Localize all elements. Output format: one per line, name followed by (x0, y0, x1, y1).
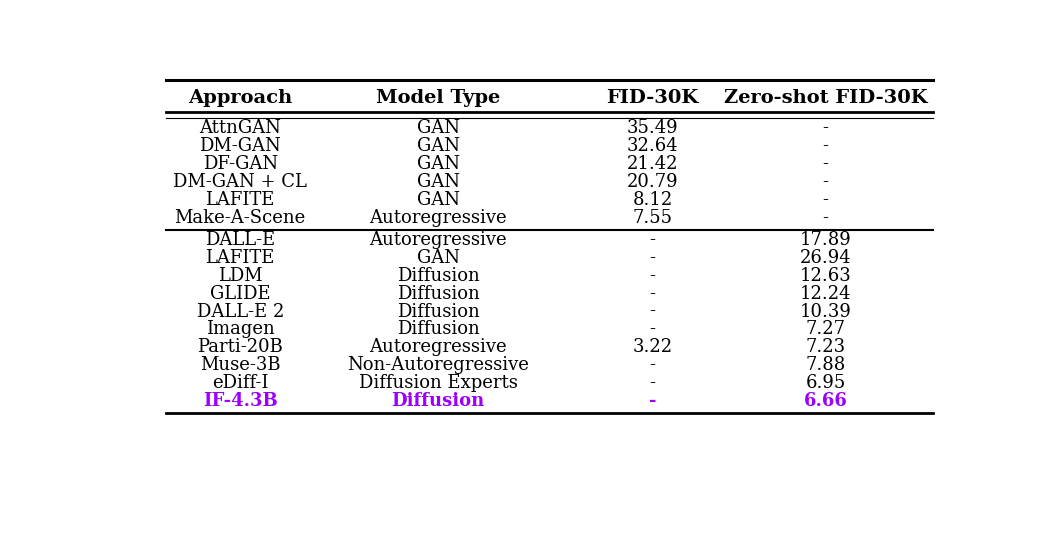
Text: Diffusion: Diffusion (392, 392, 485, 410)
Text: DALL-E: DALL-E (205, 231, 276, 249)
Text: Diffusion: Diffusion (397, 320, 480, 338)
Text: AttnGAN: AttnGAN (199, 119, 281, 138)
Text: GLIDE: GLIDE (210, 285, 270, 302)
Text: GAN: GAN (417, 156, 460, 173)
Text: Diffusion: Diffusion (397, 267, 480, 285)
Text: Parti-20B: Parti-20B (197, 338, 283, 357)
Text: GAN: GAN (417, 191, 460, 209)
Text: 7.55: 7.55 (632, 209, 672, 227)
Text: LAFITE: LAFITE (205, 249, 275, 267)
Text: -: - (649, 356, 655, 375)
Text: Muse-3B: Muse-3B (200, 356, 281, 375)
Text: 6.66: 6.66 (803, 392, 848, 410)
Text: GAN: GAN (417, 249, 460, 267)
Text: 7.23: 7.23 (805, 338, 846, 357)
Text: -: - (822, 156, 829, 173)
Text: 7.27: 7.27 (805, 320, 846, 338)
Text: GAN: GAN (417, 173, 460, 191)
Text: Diffusion: Diffusion (397, 302, 480, 320)
Text: -: - (822, 209, 829, 227)
Text: -: - (649, 392, 656, 410)
Text: 20.79: 20.79 (627, 173, 679, 191)
Text: LAFITE: LAFITE (205, 191, 275, 209)
Text: 21.42: 21.42 (627, 156, 678, 173)
Text: 32.64: 32.64 (627, 138, 679, 156)
Text: 7.88: 7.88 (805, 356, 846, 375)
Text: FID-30K: FID-30K (606, 89, 699, 107)
Text: -: - (822, 191, 829, 209)
Text: GAN: GAN (417, 119, 460, 138)
Text: 12.63: 12.63 (800, 267, 851, 285)
Text: DM-GAN + CL: DM-GAN + CL (173, 173, 307, 191)
Text: -: - (822, 119, 829, 138)
Text: -: - (649, 302, 655, 320)
Text: 6.95: 6.95 (805, 375, 846, 392)
Text: eDiff-I: eDiff-I (212, 375, 268, 392)
Text: -: - (822, 138, 829, 156)
Text: DF-GAN: DF-GAN (202, 156, 278, 173)
Text: -: - (649, 249, 655, 267)
Text: -: - (649, 285, 655, 302)
Text: Diffusion Experts: Diffusion Experts (359, 375, 517, 392)
Text: -: - (649, 375, 655, 392)
Text: LDM: LDM (218, 267, 263, 285)
Text: GAN: GAN (417, 138, 460, 156)
Text: 17.89: 17.89 (800, 231, 851, 249)
Text: 35.49: 35.49 (627, 119, 679, 138)
Text: Make-A-Scene: Make-A-Scene (174, 209, 305, 227)
Text: 10.39: 10.39 (800, 302, 851, 320)
Text: DM-GAN: DM-GAN (199, 138, 281, 156)
Text: Non-Autoregressive: Non-Autoregressive (347, 356, 529, 375)
Text: Autoregressive: Autoregressive (369, 338, 506, 357)
Text: -: - (649, 231, 655, 249)
Text: Diffusion: Diffusion (397, 285, 480, 302)
Text: Zero-shot FID-30K: Zero-shot FID-30K (724, 89, 928, 107)
Text: 26.94: 26.94 (800, 249, 851, 267)
Text: -: - (649, 267, 655, 285)
Text: Model Type: Model Type (376, 89, 500, 107)
Text: IF-4.3B: IF-4.3B (203, 392, 278, 410)
Text: 12.24: 12.24 (800, 285, 851, 302)
Text: DALL-E 2: DALL-E 2 (197, 302, 284, 320)
Text: 8.12: 8.12 (632, 191, 672, 209)
Text: Imagen: Imagen (205, 320, 275, 338)
Text: Autoregressive: Autoregressive (369, 209, 506, 227)
Text: -: - (649, 320, 655, 338)
Text: -: - (822, 173, 829, 191)
Text: Approach: Approach (188, 89, 293, 107)
Text: Autoregressive: Autoregressive (369, 231, 506, 249)
Text: 3.22: 3.22 (632, 338, 672, 357)
